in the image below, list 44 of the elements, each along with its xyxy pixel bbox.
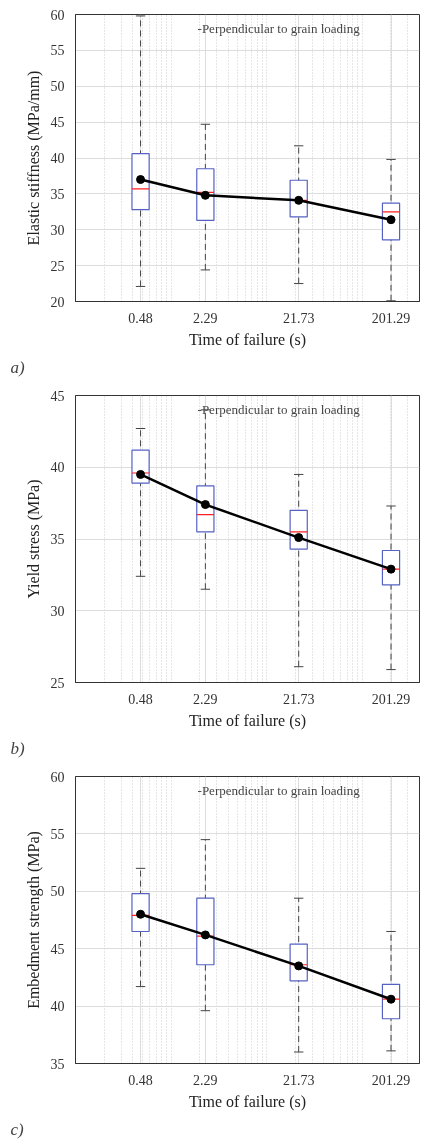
x-tick-label: 2.29 bbox=[193, 1072, 218, 1088]
y-tick-label: 45 bbox=[50, 941, 65, 957]
x-tick-label: 201.29 bbox=[371, 691, 411, 707]
y-tick-label: 60 bbox=[50, 769, 65, 785]
text: b) bbox=[10, 738, 25, 758]
y-tick-label: 45 bbox=[50, 388, 65, 404]
x-axis-title: Time of failure (s) bbox=[188, 1092, 307, 1111]
x-tick-label: 0.48 bbox=[128, 691, 153, 707]
text: c) bbox=[10, 1119, 25, 1139]
x-tick-label: 0.48 bbox=[128, 310, 153, 326]
x-axis-title: Time of failure (s) bbox=[188, 711, 307, 730]
y-tick-label: 20 bbox=[50, 294, 65, 310]
y-axis-title: Yield stress (MPa) bbox=[24, 479, 43, 599]
x-tick-label: 2.29 bbox=[193, 310, 218, 326]
x-tick-label: 201.29 bbox=[371, 1072, 411, 1088]
annotation: -Perpendicular to grain loading bbox=[197, 401, 361, 417]
y-tick-label: 30 bbox=[50, 222, 65, 238]
y-tick-label: 35 bbox=[50, 1056, 65, 1072]
y-tick-label: 55 bbox=[50, 43, 65, 59]
x-tick-label: 21.73 bbox=[282, 310, 315, 326]
y-tick-label: 40 bbox=[50, 151, 65, 166]
annotation: -Perpendicular to grain loading bbox=[197, 20, 361, 36]
y-tick-label: 25 bbox=[50, 675, 65, 691]
x-tick-label: 21.73 bbox=[282, 691, 315, 707]
y-tick-label: 50 bbox=[50, 884, 65, 900]
y-tick-label: 35 bbox=[50, 532, 65, 547]
annotation: -Perpendicular to grain loading bbox=[197, 782, 361, 798]
x-tick-label: 21.73 bbox=[282, 1072, 315, 1088]
y-tick-label: 50 bbox=[50, 79, 65, 95]
y-tick-label: 30 bbox=[50, 603, 65, 619]
y-tick-label: 35 bbox=[50, 186, 65, 202]
x-axis-title: Time of failure (s) bbox=[188, 330, 307, 349]
text: a) bbox=[10, 357, 25, 377]
y-axis-title: Embedment strength (MPa) bbox=[24, 831, 43, 1009]
x-tick-label: 2.29 bbox=[193, 691, 218, 707]
y-axis-title: Elastic stiffness (MPa/mm) bbox=[24, 70, 43, 246]
y-tick-label: 40 bbox=[50, 999, 65, 1015]
x-tick-label: 201.29 bbox=[371, 310, 411, 326]
y-tick-label: 40 bbox=[50, 460, 65, 476]
y-tick-label: 60 bbox=[50, 7, 65, 23]
y-tick-label: 25 bbox=[50, 258, 65, 274]
y-tick-label: 45 bbox=[50, 115, 65, 131]
x-tick-label: 0.48 bbox=[128, 1072, 153, 1088]
y-tick-label: 55 bbox=[50, 826, 65, 842]
